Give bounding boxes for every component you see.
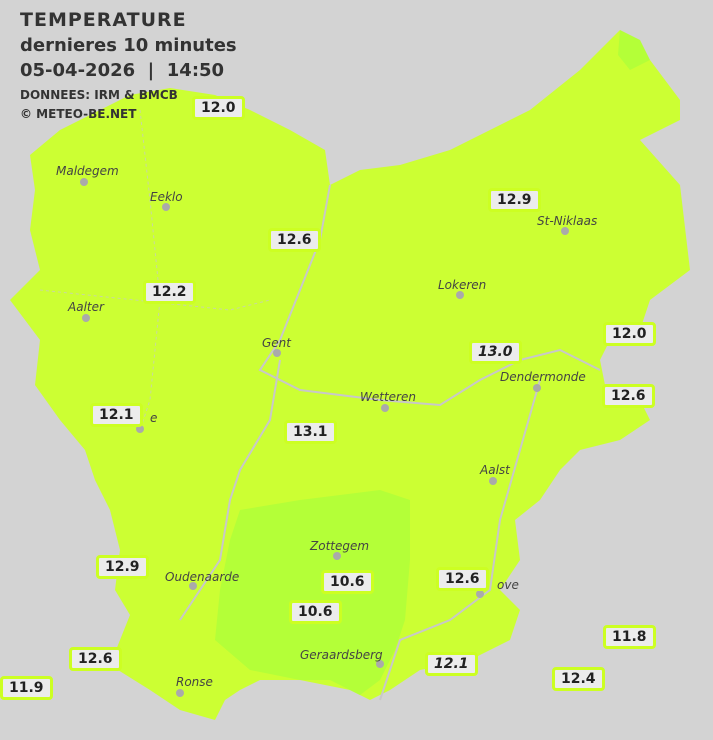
temperature-label[interactable]: 12.6 xyxy=(69,647,122,671)
city-marker xyxy=(489,477,497,485)
border xyxy=(39,109,271,431)
temperature-label[interactable]: 12.6 xyxy=(602,384,655,408)
city-marker xyxy=(381,404,389,412)
temperature-label[interactable]: 11.8 xyxy=(603,625,656,649)
city-label: Ronse xyxy=(176,675,213,689)
temperature-label[interactable]: 12.1 xyxy=(425,652,478,676)
city-label: Aalst xyxy=(480,463,510,477)
data-source: DONNEES: IRM & BMCB xyxy=(20,88,178,102)
city-marker xyxy=(176,689,184,697)
city-label: Geraardsberg xyxy=(300,648,383,662)
temperature-label[interactable]: 12.0 xyxy=(603,322,656,346)
city-label: Lokeren xyxy=(438,278,487,292)
temperature-label[interactable]: 12.2 xyxy=(143,280,196,304)
map-datetime: 05-04-2026 | 14:50 xyxy=(20,60,225,81)
city-label: e xyxy=(150,411,158,425)
warm-zone-north xyxy=(618,30,650,70)
city-label: Wetteren xyxy=(360,390,416,404)
city-label: Zottegem xyxy=(310,539,370,553)
temperature-label[interactable]: 12.6 xyxy=(436,567,489,591)
city-marker xyxy=(80,178,88,186)
city-label: Maldegem xyxy=(56,164,119,178)
temperature-label[interactable]: 12.0 xyxy=(192,96,245,120)
temperature-label[interactable]: 10.6 xyxy=(289,600,342,624)
city-marker xyxy=(376,660,384,668)
city-marker xyxy=(561,227,569,235)
city-label: Aalter xyxy=(68,300,104,314)
city-marker xyxy=(82,314,90,322)
city-marker xyxy=(476,590,484,598)
temperature-label[interactable]: 13.0 xyxy=(469,340,522,364)
river xyxy=(179,359,541,701)
city-label: St-Niklaas xyxy=(537,214,598,228)
map-subtitle: dernieres 10 minutes xyxy=(20,35,237,56)
temperature-label[interactable]: 11.9 xyxy=(0,676,53,700)
temperature-label[interactable]: 12.9 xyxy=(96,555,149,579)
temperature-label[interactable]: 12.4 xyxy=(552,667,605,691)
temperature-label[interactable]: 13.1 xyxy=(284,420,337,444)
city-label: Dendermonde xyxy=(500,370,586,384)
temperature-label[interactable]: 12.6 xyxy=(268,228,321,252)
city-marker xyxy=(456,291,464,299)
city-label: Oudenaarde xyxy=(165,570,240,584)
city-marker xyxy=(273,349,281,357)
city-label: ove xyxy=(497,578,519,592)
city-marker xyxy=(333,552,341,560)
river xyxy=(258,184,601,407)
map-title: TEMPERATURE xyxy=(20,9,187,31)
temperature-label[interactable]: 12.9 xyxy=(488,188,541,212)
temperature-label[interactable]: 10.6 xyxy=(321,570,374,594)
city-marker xyxy=(136,425,144,433)
city-marker xyxy=(189,582,197,590)
temperature-label[interactable]: 12.1 xyxy=(90,403,143,427)
city-label: Gent xyxy=(262,336,291,350)
city-marker xyxy=(162,203,170,211)
city-marker xyxy=(533,384,541,392)
warm-zone xyxy=(215,490,410,695)
copyright: © METEO-BE.NET xyxy=(20,107,137,121)
city-label: Eeklo xyxy=(150,190,183,204)
